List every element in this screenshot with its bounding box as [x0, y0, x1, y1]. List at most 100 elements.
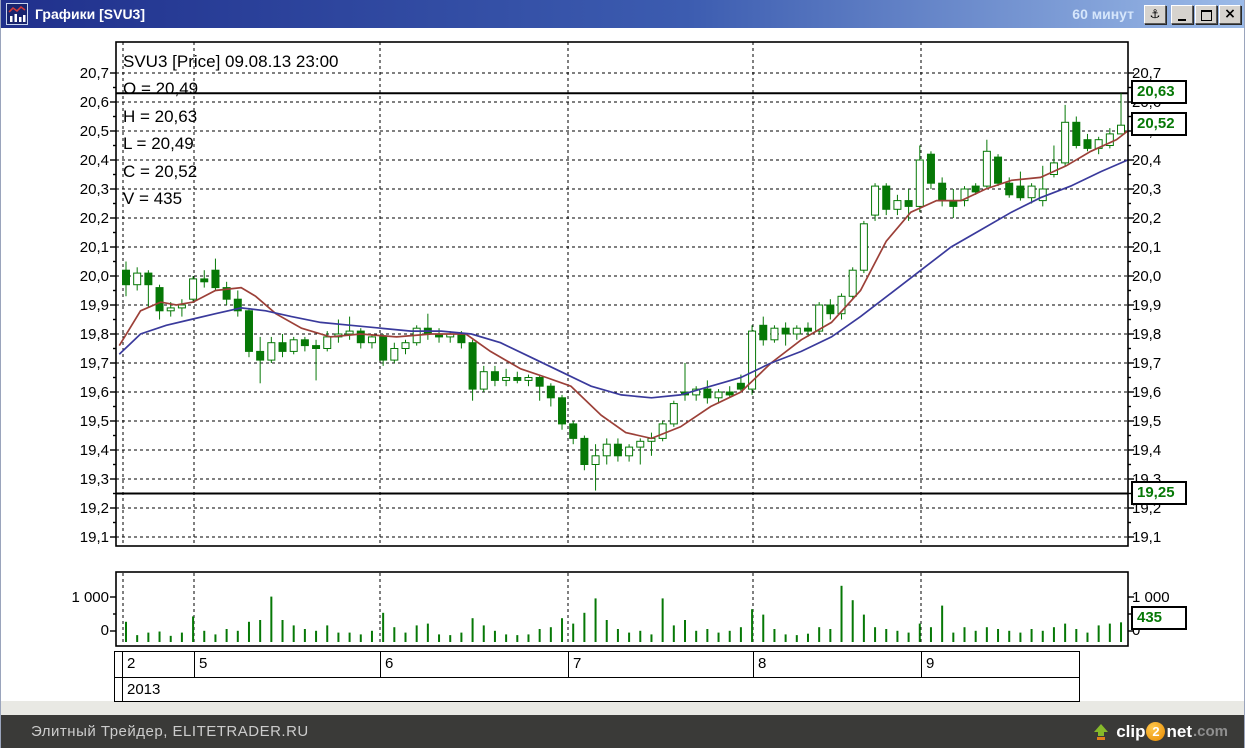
low-price-marker: 19,25 [1131, 480, 1187, 505]
candle-body [602, 443, 611, 457]
candle-body [1061, 121, 1070, 164]
candle-body [871, 185, 880, 216]
price-axis-label-left: 20,3 [79, 181, 109, 198]
anchor-pin-button[interactable]: ⚓ [1144, 4, 1166, 24]
candle-body [960, 188, 969, 202]
candle-body [502, 377, 511, 381]
price-axis-label-right: 19,6 [1132, 384, 1162, 401]
price-axis-label-left: 19,2 [79, 500, 109, 517]
price-pane-border [115, 41, 1129, 547]
candle-body [904, 200, 913, 207]
status-text: Элитный Трейдер, ELITETRADER.RU [31, 723, 309, 740]
candle-body [345, 330, 354, 335]
price-axis-label-right: 19,7 [1132, 355, 1162, 372]
candle-body [915, 159, 924, 207]
last-volume-marker: 435 [1131, 606, 1187, 630]
candle-body [625, 446, 634, 457]
candle-body [233, 298, 242, 312]
time-axis-day-5: 5 [194, 651, 381, 678]
candle-body [189, 278, 198, 300]
candle-body [1083, 139, 1092, 149]
price-axis-label-left: 19,7 [79, 355, 109, 372]
candle-body [748, 330, 757, 390]
candle-body [278, 342, 287, 352]
candle-body [926, 153, 935, 184]
candle-body [133, 272, 142, 286]
clip2net-tld: .com [1192, 723, 1228, 740]
candle-body [826, 304, 835, 315]
time-axis-day-7: 7 [568, 651, 754, 678]
candle-body [781, 327, 790, 335]
close-value: C = 20,52 [123, 161, 198, 181]
candle-body [636, 440, 645, 448]
clip2net-logo[interactable]: clip 2 net .com [1092, 722, 1228, 742]
candle-body [1105, 133, 1114, 146]
volume-axis-label-0-right: 0 [1132, 622, 1141, 639]
minimize-button[interactable] [1171, 4, 1193, 24]
volume-value: V = 435 [123, 189, 183, 209]
price-and-volume-chart[interactable] [1, 0, 1245, 715]
time-axis-year: 2013 [122, 677, 1080, 702]
price-axis-label-left: 20,1 [79, 239, 109, 256]
last-price-marker: 20,52 [1131, 112, 1187, 137]
candle-body [524, 377, 533, 381]
candle-body [703, 388, 712, 399]
candle-body [792, 327, 801, 335]
candle-body [312, 345, 321, 350]
candle-body [803, 327, 812, 332]
window-title: Графики [SVU3] [35, 6, 145, 22]
price-axis-label-right: 20,2 [1132, 210, 1162, 227]
time-axis-day-2: 2 [122, 651, 195, 678]
candle-body [535, 377, 544, 387]
candle-body [714, 391, 723, 399]
price-axis-label-right: 20,1 [1132, 239, 1162, 256]
candle-body [1027, 185, 1036, 199]
candle-body [244, 310, 253, 352]
status-bar: Элитный Трейдер, ELITETRADER.RU clip 2 n… [1, 715, 1244, 748]
price-axis-label-left: 19,1 [79, 529, 109, 546]
price-axis-label-right: 19,5 [1132, 413, 1162, 430]
candle-body [513, 377, 522, 381]
candle-body [155, 287, 164, 312]
maximize-button[interactable] [1195, 4, 1217, 24]
ohlc-info-panel: SVU3 [Price] 09.08.13 23:00 O = 20,49 H … [123, 48, 338, 212]
price-axis-label-left: 19,5 [79, 413, 109, 430]
title-bar[interactable]: Графики [SVU3] 60 минут ⚓ × [1, 0, 1244, 28]
ma-slow-line [118, 159, 1129, 399]
maximize-icon [1200, 10, 1212, 21]
candle-body [569, 423, 578, 439]
close-button[interactable]: × [1219, 4, 1241, 24]
clip2net-badge: 2 [1146, 722, 1166, 741]
candle-body [1016, 185, 1025, 199]
candle-body [669, 403, 678, 425]
candle-body [580, 437, 589, 465]
candle-body [546, 385, 555, 399]
candle-body [200, 278, 209, 283]
price-axis-label-right: 20,4 [1132, 152, 1162, 169]
high-value: H = 20,63 [123, 106, 198, 126]
candle-body [882, 185, 891, 210]
clip2net-suffix: net [1166, 721, 1192, 741]
candle-body [144, 272, 153, 286]
app-chart-icon [6, 3, 28, 25]
candle-body [759, 324, 768, 341]
candle-body [1049, 162, 1058, 175]
candle-body [122, 269, 130, 286]
candle-body [256, 350, 265, 361]
candle-body [222, 287, 231, 300]
candle-body [267, 342, 276, 361]
open-value: O = 20,49 [123, 79, 199, 99]
candle-body [379, 336, 388, 361]
timeframe-label: 60 минут [1072, 6, 1134, 22]
price-axis-label-right: 20,7 [1132, 65, 1162, 82]
candle-body [177, 304, 186, 309]
low-value: L = 20,49 [123, 134, 194, 154]
ma-fast-line [118, 130, 1129, 440]
candle-body [770, 327, 779, 341]
clip2net-prefix: clip [1116, 721, 1146, 741]
candle-body [848, 269, 857, 297]
candle-body [736, 382, 745, 390]
price-axis-label-left: 20,2 [79, 210, 109, 227]
volume-pane-border [115, 571, 1129, 647]
